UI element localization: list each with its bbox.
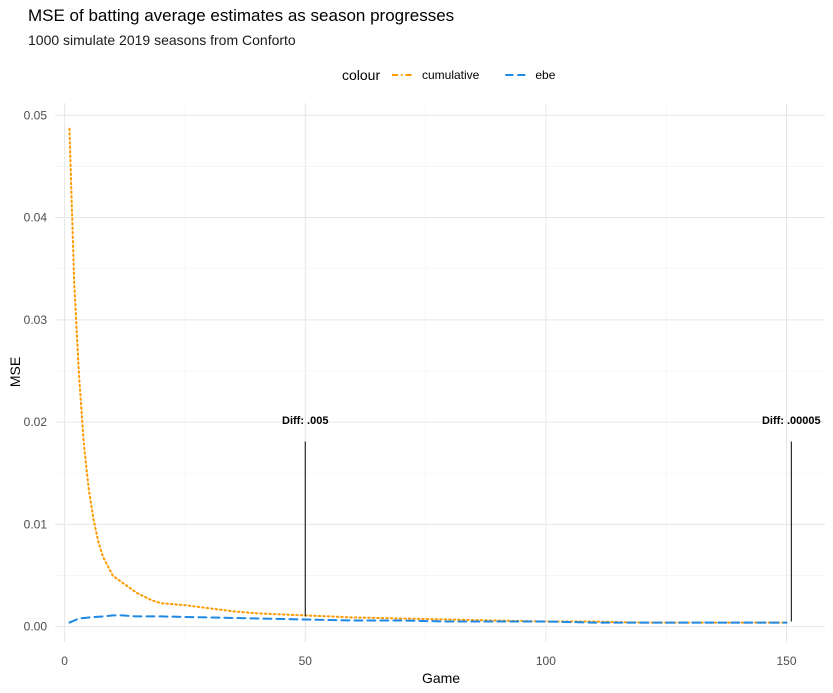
grid-major bbox=[55, 103, 825, 642]
x-axis-label: Game bbox=[422, 670, 460, 686]
series-line-ebe bbox=[68, 614, 788, 624]
legend-label-ebe: ebe bbox=[535, 68, 555, 82]
y-axis-label: MSE bbox=[7, 357, 23, 387]
annotation-label: Diff: .00005 bbox=[762, 415, 821, 427]
series-layer bbox=[68, 127, 788, 624]
x-tick-label: 100 bbox=[536, 654, 556, 668]
legend-label-cumulative: cumulative bbox=[422, 68, 480, 82]
y-tick-label: 0.00 bbox=[24, 620, 48, 634]
annotation-layer: Diff: .005 Diff: .00005 bbox=[282, 415, 821, 622]
series-line-cumulative bbox=[68, 127, 788, 624]
y-tick-label: 0.05 bbox=[24, 108, 48, 122]
y-axis-ticks: 0.00 0.01 0.02 0.03 0.04 0.05 bbox=[24, 108, 48, 633]
y-tick-label: 0.04 bbox=[24, 211, 48, 225]
x-tick-label: 0 bbox=[61, 654, 68, 668]
x-tick-label: 50 bbox=[299, 654, 313, 668]
x-tick-label: 150 bbox=[776, 654, 796, 668]
legend-title: colour bbox=[342, 67, 380, 83]
y-tick-label: 0.01 bbox=[24, 517, 48, 531]
y-tick-label: 0.02 bbox=[24, 415, 48, 429]
y-tick-label: 0.03 bbox=[24, 313, 48, 327]
chart-subtitle: 1000 simulate 2019 seasons from Conforto bbox=[28, 32, 296, 48]
legend: colour cumulative ebe bbox=[342, 67, 556, 83]
x-axis-ticks: 0 50 100 150 bbox=[61, 654, 797, 668]
grid-minor bbox=[55, 103, 825, 642]
annotation-label: Diff: .005 bbox=[282, 415, 328, 427]
chart-title: MSE of batting average estimates as seas… bbox=[28, 6, 455, 25]
